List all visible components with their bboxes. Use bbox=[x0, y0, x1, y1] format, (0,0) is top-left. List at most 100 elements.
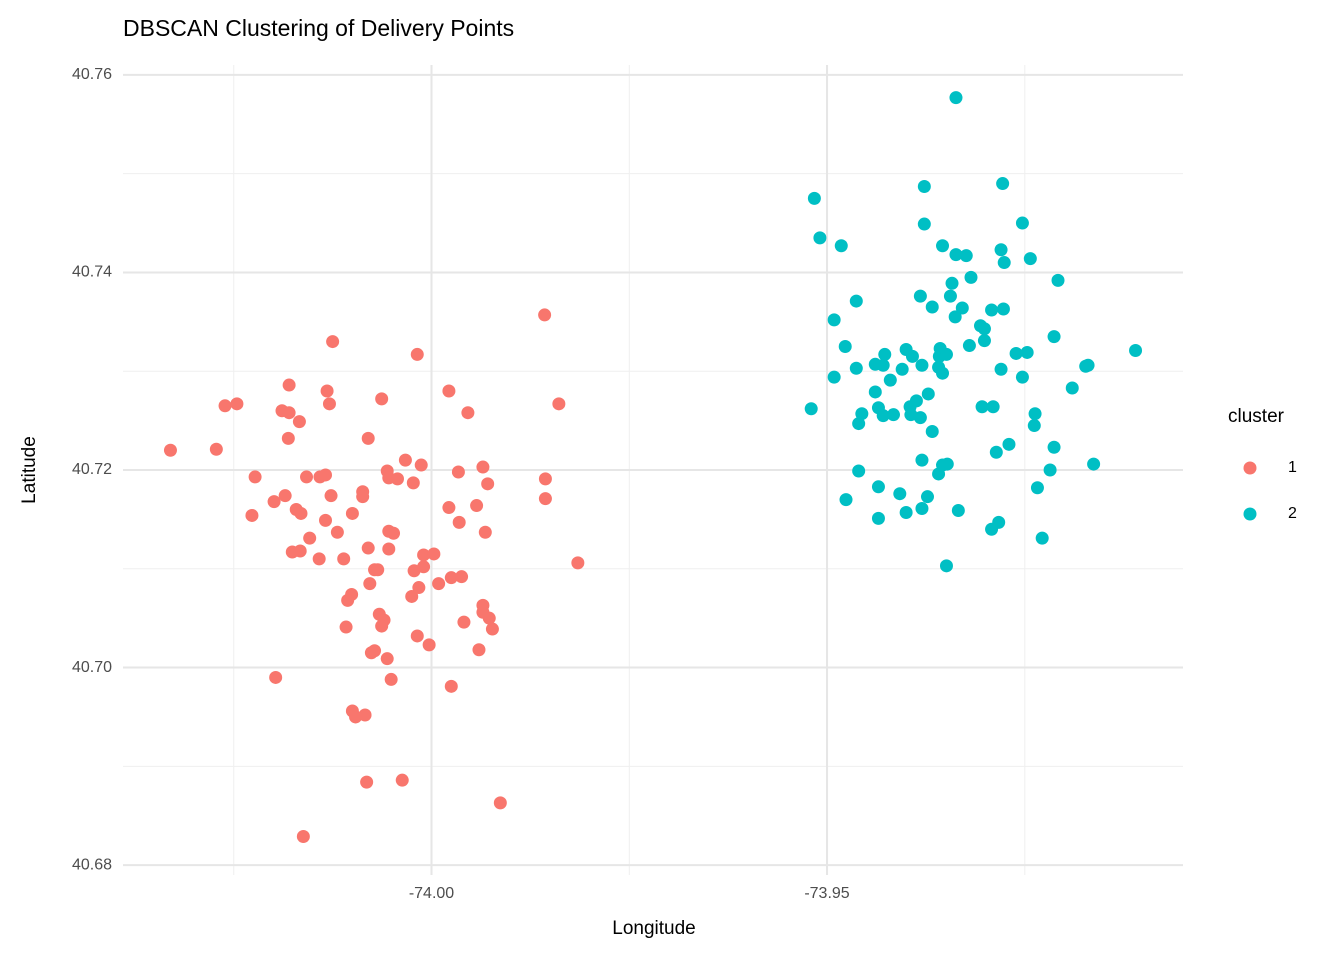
point bbox=[849, 361, 863, 375]
point bbox=[852, 464, 866, 478]
point bbox=[1020, 345, 1034, 359]
point bbox=[915, 358, 929, 372]
point bbox=[1065, 381, 1079, 395]
legend-label: 2 bbox=[1288, 505, 1297, 522]
point bbox=[412, 581, 426, 595]
point bbox=[1043, 463, 1057, 477]
point bbox=[417, 560, 431, 574]
point bbox=[390, 472, 404, 486]
point bbox=[361, 431, 375, 445]
point bbox=[493, 796, 507, 810]
point bbox=[939, 559, 953, 573]
point bbox=[834, 239, 848, 253]
point bbox=[382, 542, 396, 556]
point bbox=[571, 556, 585, 570]
point bbox=[1087, 457, 1101, 471]
point bbox=[939, 347, 953, 361]
point bbox=[293, 544, 307, 558]
point bbox=[455, 570, 469, 584]
point bbox=[538, 492, 552, 506]
point bbox=[1047, 330, 1061, 344]
point bbox=[319, 513, 333, 527]
point bbox=[1047, 440, 1061, 454]
point bbox=[472, 643, 486, 657]
point bbox=[1015, 370, 1029, 384]
point bbox=[281, 431, 295, 445]
point bbox=[414, 458, 428, 472]
point bbox=[368, 644, 382, 658]
point bbox=[951, 504, 965, 517]
chart-title: DBSCAN Clustering of Delivery Points bbox=[123, 15, 514, 41]
point bbox=[442, 384, 456, 398]
point bbox=[921, 387, 935, 401]
point bbox=[936, 366, 950, 380]
point bbox=[538, 308, 552, 322]
y-tick-label: 40.76 bbox=[72, 66, 112, 83]
point bbox=[915, 502, 929, 516]
point bbox=[361, 541, 375, 555]
y-tick-label: 40.70 bbox=[72, 659, 112, 676]
point bbox=[470, 499, 484, 513]
point bbox=[552, 397, 566, 411]
point bbox=[1023, 252, 1037, 266]
point bbox=[839, 493, 853, 507]
point bbox=[1027, 419, 1041, 433]
point bbox=[871, 480, 885, 494]
point bbox=[868, 385, 882, 399]
point bbox=[977, 334, 991, 348]
legend-title: cluster bbox=[1228, 406, 1285, 427]
point bbox=[300, 470, 314, 484]
point bbox=[405, 589, 419, 603]
y-tick-label: 40.74 bbox=[72, 264, 112, 281]
point bbox=[345, 506, 359, 520]
point bbox=[230, 397, 244, 411]
point bbox=[996, 302, 1010, 316]
point bbox=[940, 457, 954, 471]
point bbox=[398, 453, 412, 467]
point bbox=[1030, 481, 1044, 495]
point bbox=[375, 392, 389, 406]
point bbox=[476, 460, 490, 474]
point bbox=[432, 577, 446, 591]
legend-marker bbox=[1243, 507, 1257, 521]
point bbox=[852, 417, 866, 431]
point bbox=[878, 347, 892, 361]
series bbox=[804, 91, 1143, 573]
point bbox=[1028, 407, 1042, 421]
point bbox=[319, 468, 333, 482]
point bbox=[209, 442, 223, 456]
point bbox=[322, 397, 336, 411]
point bbox=[410, 347, 424, 361]
x-tick-label: -74.00 bbox=[409, 885, 454, 902]
point bbox=[478, 525, 492, 539]
point bbox=[380, 652, 394, 666]
point bbox=[337, 552, 351, 566]
point bbox=[245, 508, 259, 522]
point bbox=[992, 515, 1006, 529]
point bbox=[1009, 346, 1023, 360]
point bbox=[913, 411, 927, 425]
point bbox=[913, 289, 927, 303]
point bbox=[1051, 273, 1065, 287]
point bbox=[876, 409, 890, 423]
point bbox=[915, 453, 929, 467]
point bbox=[278, 489, 292, 503]
point bbox=[893, 487, 907, 501]
point bbox=[218, 399, 232, 413]
y-tick-label: 40.68 bbox=[72, 856, 112, 873]
point bbox=[375, 619, 389, 633]
point bbox=[1081, 358, 1095, 372]
point bbox=[387, 526, 401, 540]
point bbox=[1015, 216, 1029, 230]
point bbox=[871, 511, 885, 525]
point bbox=[282, 406, 296, 420]
point bbox=[339, 620, 353, 634]
point bbox=[943, 289, 957, 303]
point bbox=[876, 358, 890, 372]
point bbox=[964, 270, 978, 284]
point bbox=[905, 349, 919, 363]
point bbox=[269, 670, 283, 684]
point bbox=[886, 408, 900, 422]
